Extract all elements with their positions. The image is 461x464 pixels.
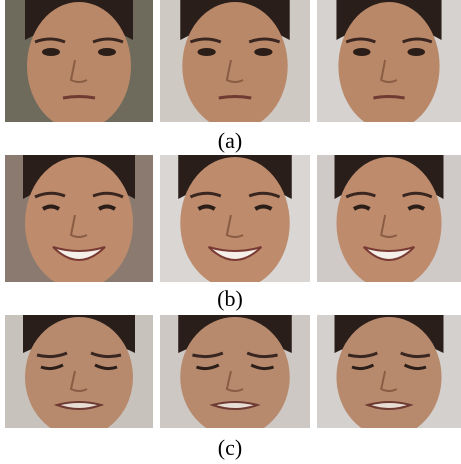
row-label: (c)	[218, 435, 242, 460]
row-label: (b)	[217, 286, 243, 311]
face-photo	[335, 150, 444, 289]
row-a: (a)	[5, 0, 461, 153]
face-photo	[335, 310, 444, 437]
face-photo	[23, 150, 135, 289]
face-photo	[23, 310, 135, 437]
figure: (a) (b) (c)	[0, 0, 461, 464]
row-c: (c)	[5, 310, 461, 460]
face-photo	[178, 150, 292, 289]
face-photo	[178, 310, 292, 437]
row-label: (a)	[218, 128, 242, 153]
row-b: (b)	[5, 150, 461, 311]
